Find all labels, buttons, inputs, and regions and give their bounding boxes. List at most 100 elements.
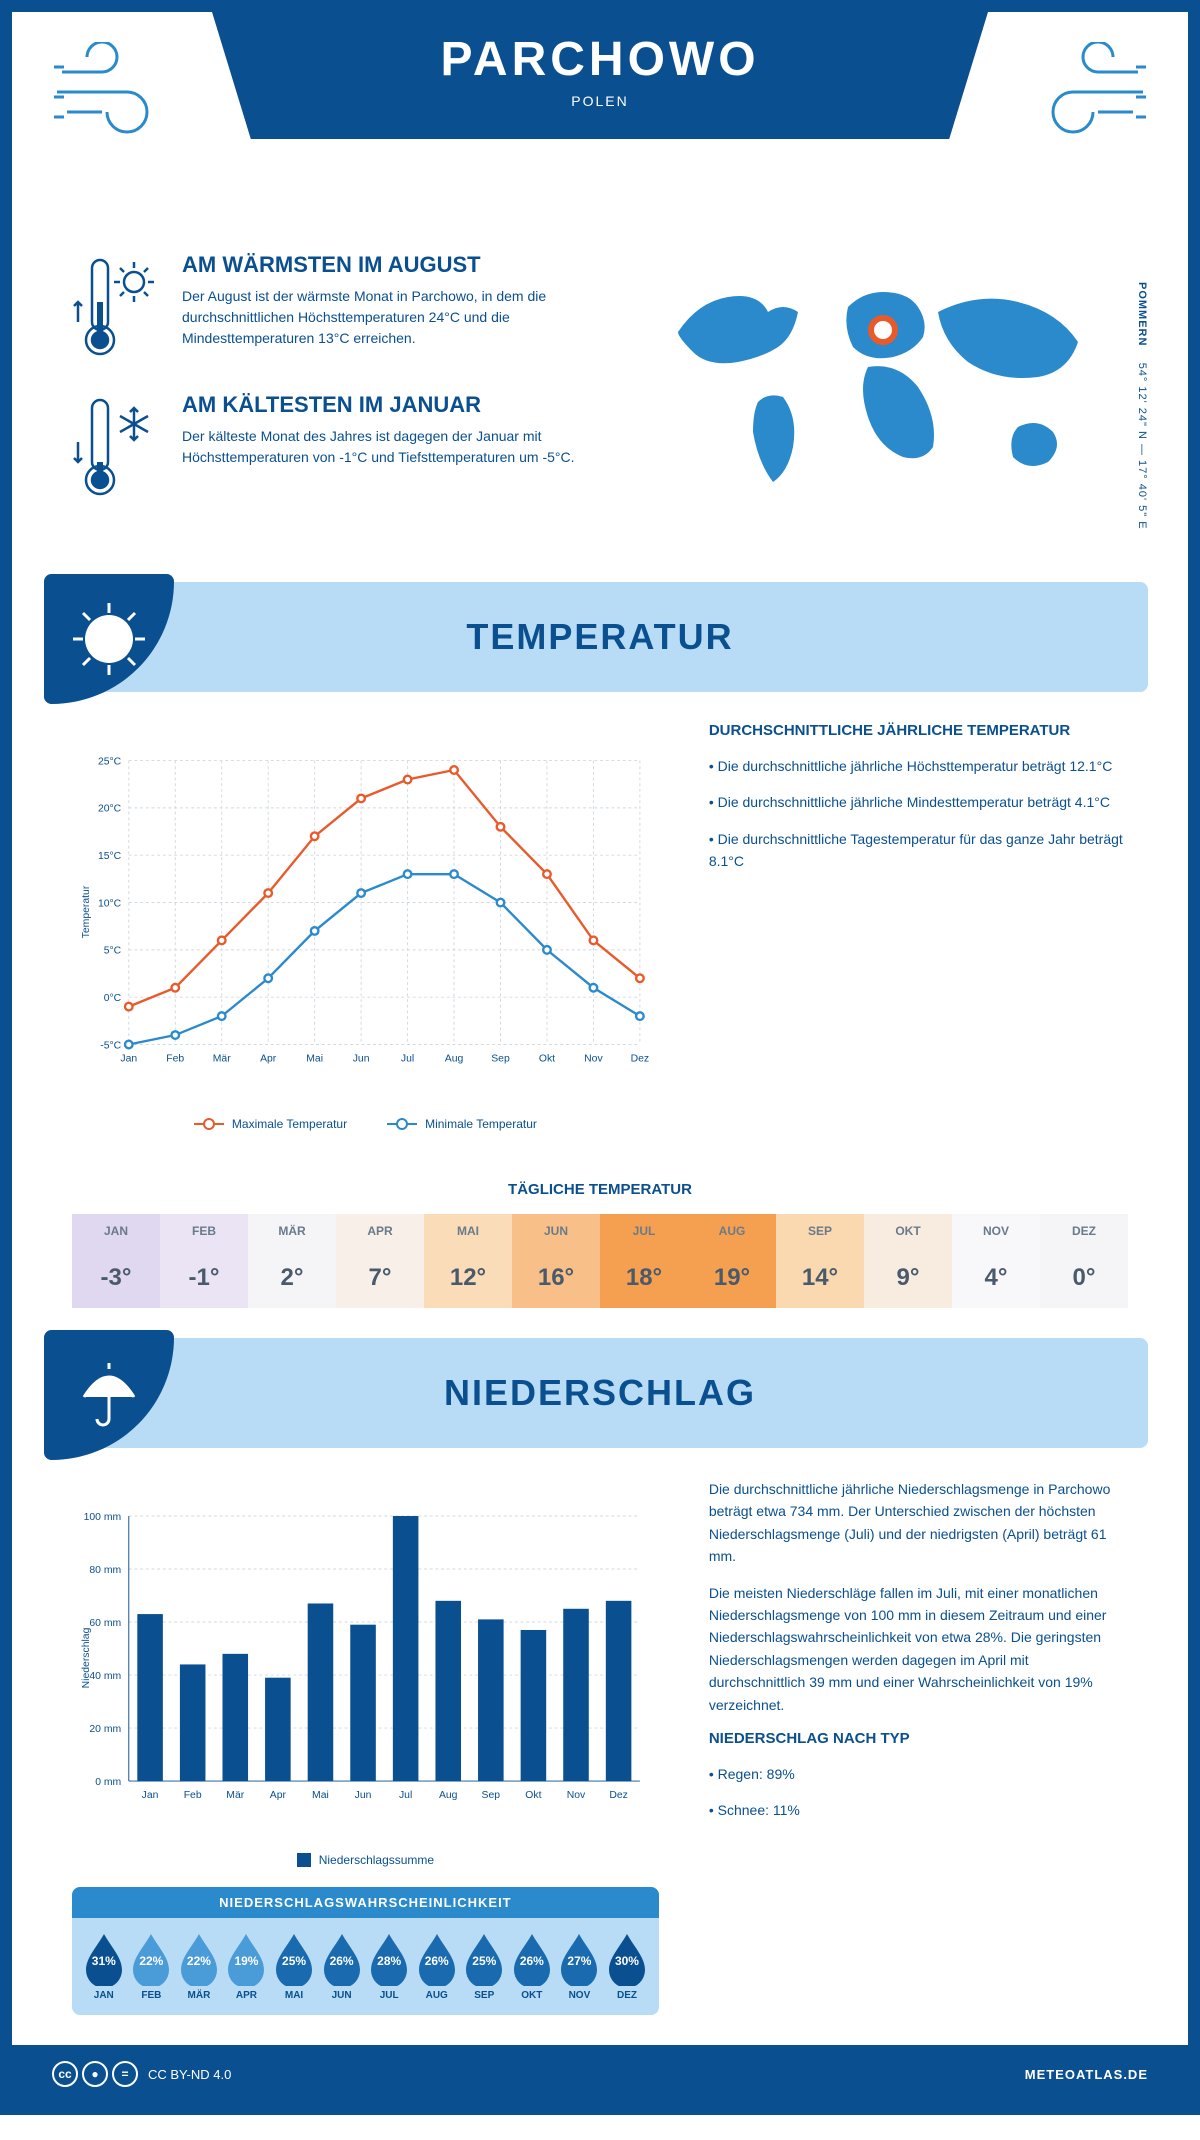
svg-text:Jan: Jan [120,1054,137,1065]
drop-item: 26% OKT [508,1930,556,2001]
temp-cell: AUG19° [688,1214,776,1308]
warm-desc: Der August ist der wärmste Monat in Parc… [182,286,608,349]
drop-item: 25% SEP [461,1930,509,2001]
svg-text:10°C: 10°C [98,898,122,909]
svg-text:Apr: Apr [270,1790,287,1801]
daily-temp-title: TÄGLICHE TEMPERATUR [12,1181,1188,1198]
precip-probability-box: NIEDERSCHLAGSWAHRSCHEINLICHKEIT 31% JAN … [72,1887,659,2015]
cold-item: AM KÄLTESTEN IM JANUAR Der kälteste Mona… [72,392,608,502]
svg-text:Sep: Sep [482,1790,501,1801]
warm-item: AM WÄRMSTEN IM AUGUST Der August ist der… [72,252,608,362]
thermometer-cold-icon [72,392,162,502]
precip-legend: Niederschlagssumme [72,1853,659,1867]
temp-cell: SEP14° [776,1214,864,1308]
license: cc●= CC BY-ND 4.0 [52,2061,231,2087]
svg-text:Niederschlag: Niederschlag [81,1627,92,1688]
precip-content: 0 mm20 mm40 mm60 mm80 mm100 mmJanFebMärA… [12,1448,1188,2045]
temp-chart-col: -5°C0°C5°C10°C15°C20°C25°CJanFebMärAprMa… [72,722,659,1131]
precip-type-title: NIEDERSCHLAG NACH TYP [709,1730,1128,1747]
warm-title: AM WÄRMSTEN IM AUGUST [182,252,608,278]
temp-cell: JAN-3° [72,1214,160,1308]
lon-label: 17° 40' 5" E [1136,460,1148,530]
svg-text:5°C: 5°C [104,946,122,957]
cold-title: AM KÄLTESTEN IM JANUAR [182,392,608,418]
svg-text:25°C: 25°C [98,756,122,767]
title-banner: PARCHOWO POLEN [212,12,988,139]
precip-title: NIEDERSCHLAG [444,1372,756,1414]
temp-cell: FEB-1° [160,1214,248,1308]
svg-text:Mär: Mär [213,1054,231,1065]
region-label: POMMERN [1136,282,1148,346]
legend-min: .legend-line[style*="2a8acb"]::before{bo… [387,1117,537,1131]
svg-text:60 mm: 60 mm [89,1618,121,1629]
svg-text:Dez: Dez [631,1054,650,1065]
svg-text:Jun: Jun [355,1790,372,1801]
svg-text:Nov: Nov [584,1054,603,1065]
temp-cell: MAI12° [424,1214,512,1308]
drop-item: 26% JUN [318,1930,366,2001]
wind-icon-left [52,42,172,142]
svg-text:Okt: Okt [525,1790,541,1801]
temp-cell: NOV4° [952,1214,1040,1308]
svg-text:Apr: Apr [260,1054,277,1065]
svg-text:Jul: Jul [399,1790,412,1801]
svg-text:20 mm: 20 mm [89,1724,121,1735]
precip-bar-chart: 0 mm20 mm40 mm60 mm80 mm100 mmJanFebMärA… [72,1478,659,1838]
precip-p1: Die durchschnittliche jährliche Niedersc… [709,1478,1128,1568]
temp-cell: JUN16° [512,1214,600,1308]
lat-label: 54° 12' 24" N [1136,363,1148,440]
svg-text:100 mm: 100 mm [84,1512,122,1523]
coordinates: POMMERN 54° 12' 24" N — 17° 40' 5" E [1136,282,1148,530]
drop-item: 30% DEZ [603,1930,651,2001]
svg-text:15°C: 15°C [98,851,122,862]
temp-cell: APR7° [336,1214,424,1308]
legend-max: .legend-line[style*="e85a2a"]::before{bo… [194,1117,347,1131]
svg-text:Dez: Dez [609,1790,628,1801]
svg-text:0 mm: 0 mm [95,1777,121,1788]
svg-text:Sep: Sep [491,1054,510,1065]
svg-text:Aug: Aug [445,1054,464,1065]
temp-stats: DURCHSCHNITTLICHE JÄHRLICHE TEMPERATUR •… [709,722,1128,1131]
precip-text: Die durchschnittliche jährliche Niedersc… [709,1478,1128,2015]
precip-chart-col: 0 mm20 mm40 mm60 mm80 mm100 mmJanFebMärA… [72,1478,659,2015]
cold-desc: Der kälteste Monat des Jahres ist dagege… [182,426,608,468]
drop-item: 25% MAI [270,1930,318,2001]
drop-item: 19% APR [223,1930,271,2001]
drop-item: 31% JAN [80,1930,128,2001]
drop-item: 22% MÄR [175,1930,223,2001]
drop-item: 22% FEB [128,1930,176,2001]
svg-text:-5°C: -5°C [100,1040,121,1051]
temp-content: -5°C0°C5°C10°C15°C20°C25°CJanFebMärAprMa… [12,692,1188,1161]
precip-legend-item: Niederschlagssumme [297,1853,434,1867]
svg-text:Mai: Mai [306,1054,323,1065]
svg-text:Jan: Jan [142,1790,159,1801]
temp-cell: JUL18° [600,1214,688,1308]
svg-text:Aug: Aug [439,1790,458,1801]
location-marker [871,318,895,342]
warm-text: AM WÄRMSTEN IM AUGUST Der August ist der… [182,252,608,362]
svg-text:Feb: Feb [184,1790,202,1801]
svg-text:Temperatur: Temperatur [81,885,92,938]
temp-cell: DEZ0° [1040,1214,1128,1308]
precip-type2: • Schnee: 11% [709,1799,1128,1821]
temp-section-header: TEMPERATUR [52,582,1148,692]
temp-stats-title: DURCHSCHNITTLICHE JÄHRLICHE TEMPERATUR [709,722,1128,739]
precip-section-header: NIEDERSCHLAG [52,1338,1148,1448]
world-map: POMMERN 54° 12' 24" N — 17° 40' 5" E [648,252,1128,532]
thermometer-hot-icon [72,252,162,362]
temp-stat1: • Die durchschnittliche jährliche Höchst… [709,755,1128,777]
svg-text:Feb: Feb [166,1054,184,1065]
page-root: PARCHOWO POLEN AM WÄ [0,0,1200,2115]
svg-text:80 mm: 80 mm [89,1565,121,1576]
temp-cell: MÄR2° [248,1214,336,1308]
svg-text:Nov: Nov [567,1790,586,1801]
svg-text:Mär: Mär [226,1790,244,1801]
drop-item: 26% AUG [413,1930,461,2001]
precip-p2: Die meisten Niederschläge fallen im Juli… [709,1582,1128,1716]
svg-text:Jul: Jul [401,1054,414,1065]
map-svg [648,252,1108,502]
drop-item: 27% NOV [556,1930,604,2001]
sun-icon [44,574,174,704]
svg-text:0°C: 0°C [104,993,122,1004]
temp-legend: .legend-line[style*="e85a2a"]::before{bo… [72,1117,659,1131]
